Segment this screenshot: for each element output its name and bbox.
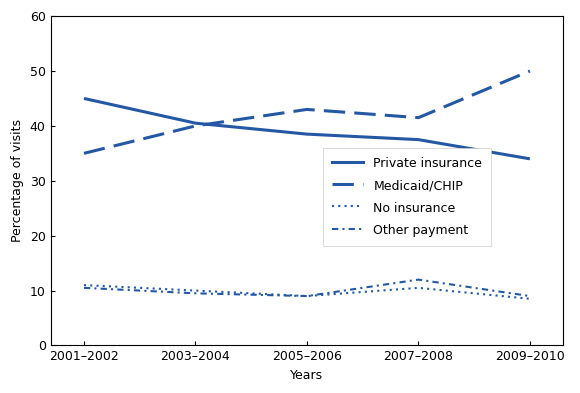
Y-axis label: Percentage of visits: Percentage of visits	[11, 119, 24, 242]
X-axis label: Years: Years	[291, 369, 324, 382]
Legend: Private insurance, Medicaid/CHIP, No insurance, Other payment: Private insurance, Medicaid/CHIP, No ins…	[324, 147, 491, 246]
